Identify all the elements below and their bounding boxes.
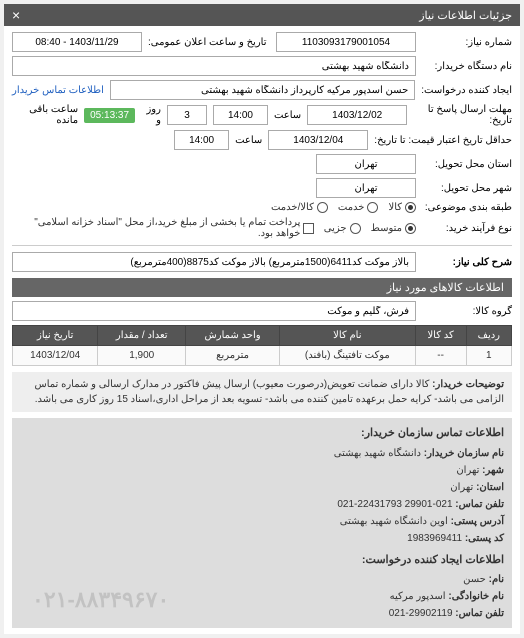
radio-dot-icon [350,223,361,234]
process-label: نوع فرآیند خرید: [422,223,512,234]
table-header: نام کالا [280,326,416,346]
contact-phone: 021-29901 22431793-021 [337,499,452,510]
contact-city-lbl: شهر: [482,465,504,476]
deadline-label: مهلت ارسال پاسخ تا تاریخ: [413,104,512,126]
table-cell: 1403/12/04 [13,346,98,366]
table-header: ردیف [466,326,511,346]
creator-input[interactable] [110,80,415,100]
contact-header: اطلاعات تماس سازمان خریدار: [20,424,504,443]
panel-header: جزئیات اطلاعات نیاز × [4,4,520,26]
table-header: تعداد / مقدار [98,326,186,346]
org-input[interactable] [12,56,416,76]
contact-name: حسن [463,574,486,585]
city-input[interactable] [316,178,416,198]
radio-kala-khadamat[interactable]: کالا/خدمت [271,202,328,213]
contact-box: اطلاعات تماس سازمان خریدار: نام سازمان خ… [12,418,512,628]
contact-link[interactable]: اطلاعات تماس خریدار [12,85,104,96]
group-input[interactable] [12,301,416,321]
min-valid-label: حداقل تاریخ اعتبار قیمت: تا تاریخ: [374,135,512,146]
contact-addr: اوین دانشگاه شهید بهشتی [340,516,448,527]
contact-lname: اسدپور مرکیه [390,591,446,602]
announce-label: تاریخ و ساعت اعلان عمومی: [148,37,267,48]
process-radio-group: متوسط جزیی پرداخت تمام یا بخشی از مبلغ خ… [12,217,416,239]
state-input[interactable] [316,154,416,174]
table-row[interactable]: 1--موکت تافتینگ (بافند)مترمربع1,9001403/… [13,346,512,366]
radio-khadamat[interactable]: خدمت [338,202,379,213]
contact-cphone-lbl: تلفن تماس: [455,608,504,619]
table-cell: -- [415,346,466,366]
close-icon[interactable]: × [12,8,20,22]
city-label: شهر محل تحویل: [422,183,512,194]
panel-title: جزئیات اطلاعات نیاز [419,9,512,22]
contact-city: تهران [456,465,479,476]
radio-dot-icon [405,202,416,213]
min-valid-date-input[interactable] [268,130,368,150]
radio-kala[interactable]: کالا [388,202,416,213]
org-label: نام دستگاه خریدار: [422,61,512,72]
remain-label: ساعت باقی مانده [12,104,78,126]
contact-post: 1983969411 [407,533,462,544]
table-header: تاریخ نیاز [13,326,98,346]
goods-table: ردیفکد کالانام کالاواحد شمارشتعداد / مقد… [12,325,512,366]
group-label: گروه کالا: [422,306,512,317]
contact-addr-lbl: آدرس پستی: [451,516,504,527]
table-cell: موکت تافتینگ (بافند) [280,346,416,366]
goods-section-header: اطلاعات کالاهای مورد نیاز [12,278,512,297]
time-label-1: ساعت [274,110,301,121]
note-title: توضیحات خریدار: [432,379,504,390]
days-label: روز و [141,104,161,126]
checkbox-icon [303,223,313,234]
desc-title-input[interactable] [12,252,416,272]
radio-dot-icon [317,202,328,213]
contact-org: دانشگاه شهید بهشتی [334,448,421,459]
radio-low[interactable]: متوسط [371,223,416,234]
table-cell: 1,900 [98,346,186,366]
radio-dot-icon [405,223,416,234]
days-input[interactable] [167,105,207,125]
contact-cphone: 29902119-021 [389,608,453,619]
contact-org-lbl: نام سازمان خریدار: [424,448,504,459]
deadline-time-input[interactable] [213,105,268,125]
table-header: واحد شمارش [186,326,280,346]
radio-dot-icon [367,202,378,213]
note-box: توضیحات خریدار: کالا دارای ضمانت تعویض(د… [12,372,512,412]
contact-state: تهران [450,482,473,493]
min-valid-time-input[interactable] [174,130,229,150]
watermark: ۰۲۱-۸۸۳۴۹۶۷۰ [32,581,169,618]
desc-title-label: شرح کلی نیاز: [422,257,512,268]
contact-phone-lbl: تلفن تماس: [455,499,504,510]
contact-name-lbl: نام: [489,574,504,585]
table-cell: 1 [466,346,511,366]
creator-contact-header: اطلاعات ایجاد کننده درخواست: [20,551,504,570]
form-body: شماره نیاز: تاریخ و ساعت اعلان عمومی: نا… [4,26,520,634]
contact-lname-lbl: نام خانوادگی: [448,591,504,602]
creator-label: ایجاد کننده درخواست: [421,85,512,96]
contact-state-lbl: استان: [476,482,504,493]
subject-radio-group: کالا خدمت کالا/خدمت [271,202,416,213]
deadline-date-input[interactable] [307,105,407,125]
need-no-label: شماره نیاز: [422,37,512,48]
need-no-input[interactable] [276,32,416,52]
table-header: کد کالا [415,326,466,346]
remain-badge: 05:13:37 [84,108,135,123]
subject-type-label: طبقه بندی موضوعی: [422,202,512,213]
details-panel: جزئیات اطلاعات نیاز × شماره نیاز: تاریخ … [4,4,520,634]
table-cell: مترمربع [186,346,280,366]
radio-part[interactable]: جزیی [324,223,361,234]
process-check[interactable]: پرداخت تمام یا بخشی از مبلغ خرید،از محل … [12,217,314,239]
announce-input[interactable] [12,32,142,52]
state-label: استان محل تحویل: [422,159,512,170]
time-label-2: ساعت [235,135,262,146]
contact-post-lbl: کد پستی: [465,533,504,544]
